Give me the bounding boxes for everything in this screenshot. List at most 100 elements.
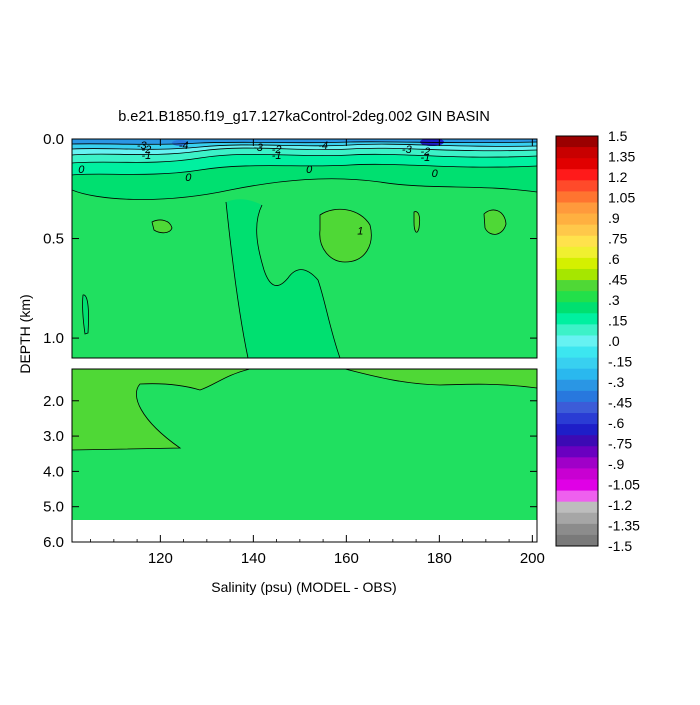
colorbar-label: -.9 <box>608 456 625 472</box>
colorbar-swatch <box>556 468 598 480</box>
x-tick-label: 120 <box>148 550 173 567</box>
contour-label: -4 <box>179 140 189 152</box>
contour-label: -1 <box>272 150 282 162</box>
contour-label: -1 <box>421 152 431 164</box>
y-axis-title: DEPTH (km) <box>17 294 33 373</box>
contour-label: -2 <box>272 144 282 156</box>
contour-label: -2 <box>421 146 431 158</box>
colorbar-swatch <box>556 257 598 270</box>
positive-blob-east-small <box>414 211 420 233</box>
positive-blob-center <box>319 209 372 262</box>
lower-contour-lines <box>72 369 537 451</box>
lower-y-axis: 2.0 3.0 4.0 5.0 6.0 <box>43 393 537 551</box>
x-axis-title: Salinity (psu) (MODEL - OBS) <box>211 579 396 595</box>
contour-label: 0 <box>306 164 313 176</box>
x-tick-label: 200 <box>520 550 545 567</box>
colorbar-label: .6 <box>608 251 620 267</box>
lower-panel-frame <box>71 368 538 543</box>
colorbar-swatch <box>556 479 598 491</box>
colorbar-swatch <box>556 313 598 325</box>
colorbar-swatch <box>556 534 598 547</box>
contour-label: -3 <box>253 142 264 154</box>
colorbar-swatch <box>556 169 598 181</box>
negative-plume <box>226 199 340 358</box>
contour-label: -3 <box>137 140 148 152</box>
colorbar-frame <box>555 135 599 547</box>
y-tick-label: 6.0 <box>43 534 64 551</box>
colorbar-label: .0 <box>608 333 620 349</box>
colorbar-swatch <box>556 291 598 303</box>
colorbar-swatch <box>556 158 598 170</box>
x-axis: 120 140 160 180 200 <box>90 139 545 567</box>
upper-panel-frame <box>71 138 538 359</box>
lower-positive-region <box>72 369 537 450</box>
y-tick-label: 2.0 <box>43 393 64 410</box>
colorbar-label: -1.05 <box>608 477 640 493</box>
colorbar-label: -.75 <box>608 436 632 452</box>
colorbar-swatch <box>556 268 598 281</box>
lower-panel: 2.0 3.0 4.0 5.0 6.0 120 140 160 180 200 <box>43 139 545 567</box>
colorbar-swatch <box>556 246 598 259</box>
y-tick-label: 3.0 <box>43 428 64 445</box>
no-data-region <box>72 520 537 542</box>
colorbar-swatch <box>556 357 598 370</box>
y-tick-label: 0.5 <box>43 231 64 248</box>
colorbar-swatch <box>556 457 598 469</box>
contour-label: 0 <box>185 172 192 184</box>
colorbar-swatch <box>556 136 598 148</box>
colorbar-label: 1.5 <box>608 128 628 144</box>
colorbar-swatch <box>556 413 598 425</box>
colorbar-label: -1.5 <box>608 538 632 554</box>
colorbar-label: -.45 <box>608 395 632 411</box>
x-tick-label: 160 <box>334 550 359 567</box>
y-tick-label: 5.0 <box>43 499 64 516</box>
colorbar-label: .15 <box>608 313 628 329</box>
contour-lines <box>72 141 537 358</box>
colorbar-label: .75 <box>608 231 628 247</box>
contour-label: 0 <box>432 168 439 180</box>
x-tick-label: 140 <box>241 550 266 567</box>
colorbar-swatch <box>556 490 598 503</box>
contour-label: 1 <box>357 226 363 238</box>
x-tick-label: 180 <box>427 550 452 567</box>
colorbar-swatch <box>556 235 598 248</box>
colorbar-swatch <box>556 379 598 392</box>
colorbar-swatch <box>556 512 598 525</box>
colorbar-label: .9 <box>608 210 620 226</box>
y-tick-label: 1.0 <box>43 330 64 347</box>
y-tick-label: 4.0 <box>43 463 64 480</box>
colorbar-label: 1.2 <box>608 169 628 185</box>
colorbar-swatch <box>556 435 598 447</box>
colorbar-swatch <box>556 390 598 403</box>
colorbar-label: -1.2 <box>608 497 632 513</box>
colorbar-label: .45 <box>608 272 628 288</box>
colorbar-swatch <box>556 401 598 414</box>
colorbar-swatch <box>556 280 598 292</box>
colorbar-swatch <box>556 424 598 436</box>
colorbar-swatch <box>556 523 598 536</box>
contour-label: -3 <box>402 144 413 156</box>
colorbar-swatch <box>556 446 598 458</box>
surface-minimum-west <box>172 140 188 146</box>
contour-label: -1 <box>142 150 152 162</box>
colorbar-swatch <box>556 202 598 214</box>
y-tick-label: 0.0 <box>43 131 64 148</box>
colorbar-label: 1.35 <box>608 149 635 165</box>
colorbar-swatch <box>556 302 598 314</box>
positive-blob-east <box>484 209 506 235</box>
contour-label: -4 <box>318 140 328 152</box>
colorbar-label: -.3 <box>608 374 625 390</box>
colorbar-swatch <box>556 213 598 226</box>
colorbar-swatch <box>556 180 598 192</box>
colorbar-swatch <box>556 501 598 514</box>
colorbar-swatch <box>556 368 598 381</box>
colorbar-label: -1.35 <box>608 518 640 534</box>
colorbar-swatch <box>556 147 598 159</box>
colorbar-swatch <box>556 191 598 203</box>
colorbar-label: -.15 <box>608 354 632 370</box>
contour-label: 0 <box>78 164 85 176</box>
